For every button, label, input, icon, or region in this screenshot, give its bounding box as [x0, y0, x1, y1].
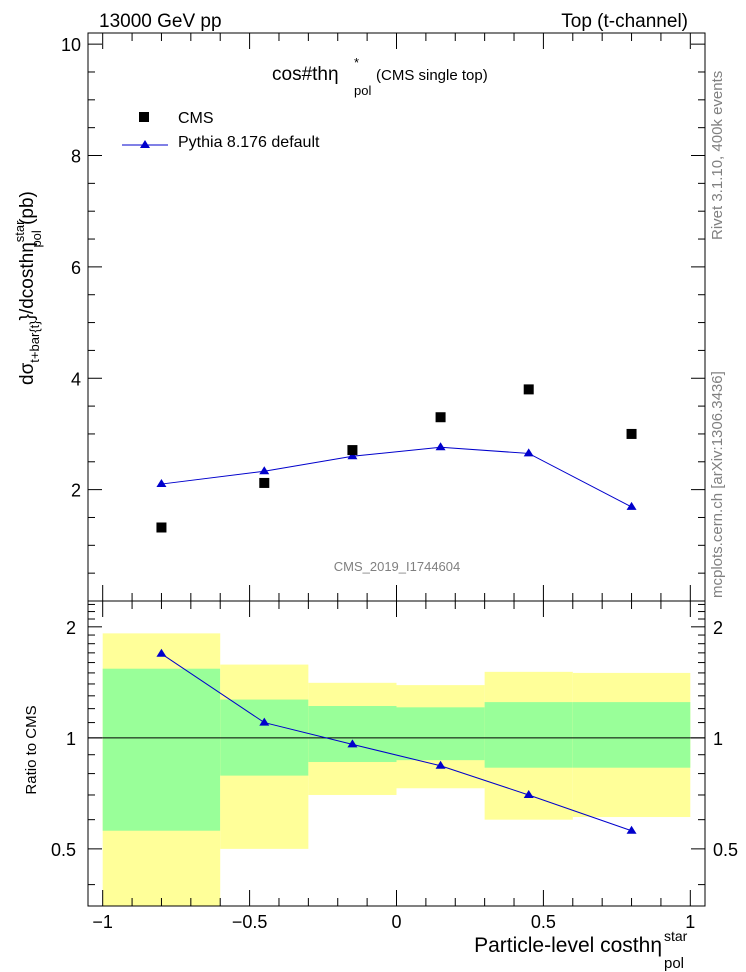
main-ytick-label: 10 — [61, 35, 81, 55]
data-point — [435, 412, 446, 423]
plot-title: cos#thη — [272, 64, 339, 85]
ylabel-sub2: pol — [29, 230, 44, 247]
ratio-axes: 0.5 0.5 1 1 2 2 −1 −0.5 0 0.5 1 — [51, 601, 738, 932]
ratio-xtick-label: −1 — [92, 912, 113, 932]
main-panel: 2 4 6 8 10 — [61, 32, 706, 602]
ratio-frame — [87, 600, 706, 907]
analysis-watermark: CMS_2019_I1744604 — [334, 559, 461, 574]
main-ytick-label: 6 — [71, 258, 81, 278]
plot-title-eta: η — [328, 64, 339, 85]
ratio-ytick-label-right: 0.5 — [713, 840, 738, 860]
main-ytick-label: 4 — [71, 369, 81, 389]
ratio-xtick-label: −0.5 — [232, 912, 268, 932]
ylabel-mid: }/dcosth — [17, 253, 38, 321]
ratio-xtick-label: 0.5 — [531, 912, 556, 932]
ylabel-dsigma: dσ — [17, 362, 38, 385]
header-left: 13000 GeV pp — [99, 11, 222, 32]
band-inner — [308, 706, 397, 763]
xlabel: Particle-level costhη star pol — [474, 928, 688, 972]
xlabel-eta: η — [650, 934, 662, 957]
header-right: Top (t-channel) — [561, 11, 688, 32]
plot-title-sub: pol — [354, 83, 371, 98]
ratio-xtick-label: 1 — [685, 912, 695, 932]
ratio-ytick-label-right: 2 — [713, 618, 723, 638]
rivet-label: Rivet 3.1.10, 400k events — [709, 71, 726, 240]
mc-point — [435, 442, 446, 451]
mc-point — [626, 501, 637, 510]
ratio-marks — [156, 648, 637, 834]
ratio-ytick-label: 1 — [66, 729, 76, 749]
ratio-ylabel: Ratio to CMS — [23, 705, 40, 794]
ratio-panel: 0.5 0.5 1 1 2 2 −1 −0.5 0 0.5 1 — [51, 600, 738, 932]
data-point — [347, 445, 358, 456]
mc-point — [156, 479, 167, 488]
ratio-mc-point — [347, 739, 358, 748]
ratio-mc-point — [259, 717, 270, 726]
ratio-mc-point — [523, 789, 534, 798]
xlabel-sup: star — [664, 928, 688, 944]
xlabel-text: Particle-level costh — [474, 934, 650, 957]
plot-title-main: cos#th — [272, 64, 328, 85]
ylabel-eta: η — [17, 242, 38, 253]
plot-title-suffix: (CMS single top) — [376, 67, 488, 84]
mc-point — [523, 448, 534, 457]
ylabel-sub1: t+bar{t} — [27, 320, 42, 363]
main-ytick-label: 2 — [71, 481, 81, 501]
ratio-xtick-label: 0 — [391, 912, 401, 932]
ratio-ytick-label: 0.5 — [51, 840, 76, 860]
band-inner — [396, 707, 485, 761]
main-axes: 2 4 6 8 10 — [61, 33, 705, 601]
svg-text:Particle-level costhη: Particle-level costhη — [474, 934, 662, 957]
data-point — [626, 428, 637, 439]
main-marks — [156, 384, 637, 533]
mc-point — [259, 466, 270, 475]
ratio-mc-line — [161, 653, 632, 832]
mc-point — [347, 451, 358, 460]
ratio-mc-point — [156, 648, 167, 657]
band-inner — [572, 702, 691, 768]
legend-data-marker — [139, 112, 149, 122]
legend-mc-label: Pythia 8.176 default — [178, 134, 320, 151]
mc-line — [161, 446, 632, 508]
data-point — [156, 522, 167, 533]
ratio-mc-point — [626, 825, 637, 834]
ratio-bands — [102, 633, 691, 906]
ratio-ytick-label: 2 — [66, 618, 76, 638]
data-point — [259, 477, 270, 488]
ylabel-sup2: star — [12, 220, 27, 242]
plot-title-sup: * — [354, 55, 359, 70]
legend-data-label: CMS — [178, 110, 214, 127]
main-ylabel: dσt+bar{t}}/dcosthηstar pol (pb) — [12, 191, 44, 385]
main-ytick-label: 8 — [71, 147, 81, 167]
xlabel-sub: pol — [664, 955, 684, 972]
ratio-ytick-label-right: 1 — [713, 729, 723, 749]
band-inner — [484, 702, 573, 768]
ratio-mc-point — [435, 760, 446, 769]
mcplots-label: mcplots.cern.ch [arXiv:1306.3436] — [709, 371, 726, 598]
band-inner — [102, 668, 221, 831]
data-point — [523, 384, 534, 395]
legend-mc-marker — [140, 140, 150, 148]
ylabel-unit: (pb) — [17, 191, 38, 230]
legend: CMS Pythia 8.176 default — [122, 110, 320, 151]
